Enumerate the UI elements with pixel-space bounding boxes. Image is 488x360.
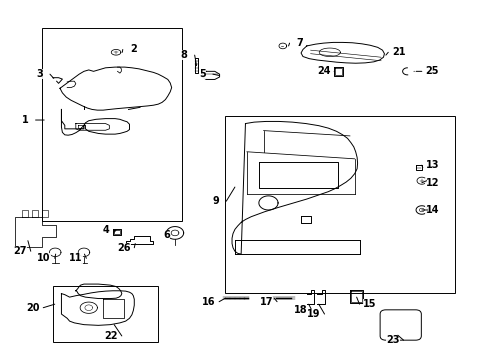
- Text: 19: 19: [306, 309, 320, 319]
- Text: 11: 11: [69, 253, 82, 263]
- Text: 7: 7: [296, 38, 303, 48]
- Text: 20: 20: [26, 303, 40, 313]
- Text: 18: 18: [294, 305, 307, 315]
- Text: 10: 10: [38, 253, 51, 263]
- Text: 13: 13: [425, 160, 438, 170]
- Text: 2: 2: [130, 45, 137, 54]
- Text: 12: 12: [425, 178, 438, 188]
- Bar: [53, 286, 158, 342]
- Text: 3: 3: [36, 69, 42, 79]
- Text: 9: 9: [212, 196, 219, 206]
- Text: 25: 25: [425, 66, 438, 76]
- Text: 8: 8: [180, 50, 187, 60]
- Text: 22: 22: [104, 331, 118, 341]
- Bar: [225, 117, 454, 293]
- Text: 16: 16: [202, 297, 215, 307]
- Text: 17: 17: [259, 297, 273, 307]
- Text: 15: 15: [363, 299, 376, 309]
- Text: 14: 14: [425, 205, 438, 215]
- Text: 23: 23: [386, 335, 399, 345]
- Bar: [42, 28, 182, 221]
- Text: 1: 1: [21, 115, 28, 125]
- Text: 27: 27: [14, 246, 27, 256]
- Text: 26: 26: [117, 243, 130, 253]
- Text: 6: 6: [163, 230, 170, 240]
- Text: 4: 4: [102, 225, 109, 235]
- Text: 5: 5: [199, 69, 205, 79]
- Text: 21: 21: [391, 47, 405, 57]
- Text: 24: 24: [316, 66, 330, 76]
